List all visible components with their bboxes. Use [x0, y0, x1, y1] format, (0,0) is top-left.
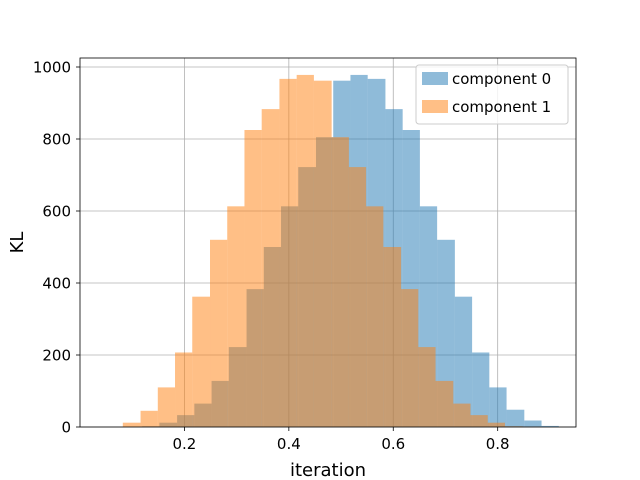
- histogram-bar: [210, 239, 228, 427]
- histogram-bar: [122, 422, 141, 427]
- legend-swatch: [422, 100, 448, 113]
- histogram-bar: [435, 380, 454, 427]
- y-tick-label: 0: [61, 419, 71, 437]
- plot-frame: [79, 57, 577, 428]
- x-tick-label: 0.8: [486, 435, 510, 453]
- histogram-bar: [192, 296, 211, 427]
- axis-ticks: 0.2 0.4 0.6 0.8 0 200 400 600 800 1000: [33, 59, 510, 454]
- y-tick-label: 800: [42, 131, 71, 149]
- x-tick-label: 0.6: [381, 435, 405, 453]
- histogram-bars: [122, 74, 559, 428]
- histogram-bar: [348, 167, 367, 427]
- histogram-bar: [366, 206, 384, 427]
- histogram-bar: [454, 296, 473, 427]
- histogram-bar: [244, 130, 262, 427]
- histogram-bar: [453, 403, 471, 427]
- series-1-bars: [122, 74, 540, 428]
- legend-box: [415, 64, 569, 125]
- y-axis-label: KL: [7, 232, 28, 254]
- histogram-bar: [227, 206, 245, 427]
- histogram-bar: [470, 415, 488, 427]
- histogram-bar: [331, 137, 349, 427]
- histogram-bar: [524, 420, 542, 427]
- histogram-bar: [487, 422, 505, 427]
- y-tick-label: 600: [42, 203, 71, 221]
- legend: component 0 component 1: [415, 64, 569, 125]
- histogram-bar: [541, 425, 559, 427]
- histogram-bar: [296, 74, 314, 428]
- y-tick-label: 1000: [33, 59, 71, 77]
- histogram-bar: [157, 387, 176, 427]
- histogram-bar: [489, 387, 507, 427]
- legend-label: component 0: [452, 70, 551, 88]
- histogram-bar: [140, 410, 158, 427]
- histogram-bar: [401, 289, 419, 427]
- histogram-bar: [175, 352, 193, 427]
- y-tick-label: 200: [42, 347, 71, 365]
- y-tick-label: 400: [42, 275, 71, 293]
- histogram-bar: [418, 347, 436, 427]
- histogram-bar: [313, 80, 332, 428]
- histogram-bar: [383, 247, 402, 427]
- x-tick-label: 0.2: [172, 435, 196, 453]
- histogram-bar: [279, 78, 297, 427]
- legend-swatch: [422, 72, 448, 85]
- legend-label: component 1: [452, 98, 551, 116]
- x-tick-label: 0.4: [277, 435, 301, 453]
- histogram-bar: [506, 409, 525, 427]
- histogram-bar: [437, 239, 455, 427]
- histogram-bar: [261, 109, 280, 428]
- x-axis-label: iteration: [290, 460, 366, 480]
- histogram-bar: [472, 352, 490, 427]
